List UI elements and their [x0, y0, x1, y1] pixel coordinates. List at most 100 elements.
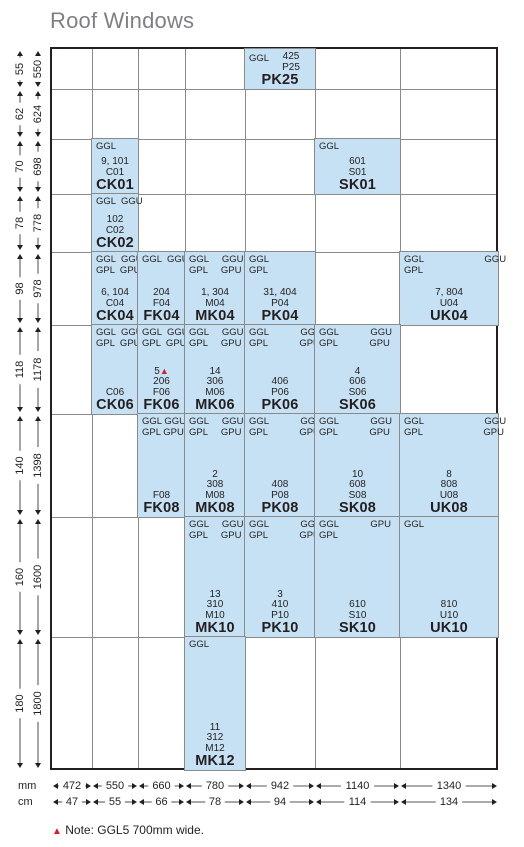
arrow-right-icon [179, 783, 184, 789]
height-mm-label: 624 [32, 105, 44, 123]
size-codes: 2 308 M08 [205, 468, 225, 501]
size-codes: 31, 404 P04 [263, 287, 297, 309]
window-codes: 14 306 M06 MK06 [185, 366, 245, 414]
arrow-up-icon [17, 196, 23, 201]
window-size-cell-pk10: GGL GGU GPL GPU 3 410 P10 PK10 [244, 516, 323, 638]
window-codes: 31, 404 P04 PK04 [245, 287, 315, 324]
window-codes: 102 C02 CK02 [92, 214, 138, 251]
height-cm-label: 78 [14, 217, 26, 229]
window-size-cell-uk08: GGL GGU GPL GPU 8 808 U08 UK08 [399, 413, 506, 518]
arrow-left-icon [401, 783, 406, 789]
size-name: PK10 [261, 620, 299, 636]
window-size-cell-uk04: GGL GGU GPL 7, 804 U04 UK04 [399, 251, 506, 326]
arrow-up-icon [17, 416, 23, 421]
size-codes: 9, 101 C01 [101, 156, 129, 178]
grid-row-line [52, 139, 496, 140]
arrow-down-icon [35, 510, 41, 515]
window-types: GGL GGU GPL GPU [189, 254, 244, 276]
arrow-right-icon [492, 783, 497, 789]
size-name: UK08 [430, 500, 468, 516]
arrow-up-icon [35, 91, 41, 96]
window-types: GGL GGU GPL GPU [189, 327, 244, 349]
size-codes: 8 808 U08 [439, 468, 459, 501]
warning-triangle-icon: ▲ [159, 365, 169, 376]
arrow-down-icon [17, 630, 23, 635]
height-cm-label: 140 [14, 456, 26, 474]
height-mm-label: 1178 [32, 358, 44, 382]
arrow-down-icon [35, 245, 41, 250]
window-size-cell-fk04: GGL GGU 204 F04 FK04 [137, 251, 189, 326]
window-size-cell-mk04: GGL GGU GPL GPU 1, 304 M04 MK04 [184, 251, 246, 326]
window-size-cell-mk08: GGL GGU GPL GPU 2 308 M08 MK08 [184, 413, 246, 518]
window-types: GGL [404, 519, 425, 530]
window-types: GGL GGU GPL GPU [142, 327, 189, 349]
arrow-right-icon [394, 783, 399, 789]
size-name: UK04 [430, 308, 468, 324]
arrow-down-icon [35, 187, 41, 192]
arrow-left-icon [316, 799, 321, 805]
arrow-up-icon [35, 141, 41, 146]
arrow-down-icon [35, 407, 41, 412]
arrow-up-icon [35, 416, 41, 421]
window-codes: 810 U10 UK10 [400, 599, 498, 636]
height-mm-label: 1398 [32, 453, 44, 477]
size-codes: C06 [105, 386, 125, 398]
arrow-down-icon [35, 763, 41, 768]
window-types: GGL [189, 639, 210, 650]
arrow-up-icon [17, 91, 23, 96]
height-cm-label: 70 [14, 160, 26, 172]
arrow-up-icon [17, 639, 23, 644]
width-mm-label: 472 [63, 780, 81, 792]
arrow-left-icon [93, 799, 98, 805]
size-codes: 425 P25 [282, 51, 300, 73]
height-cm-label: 62 [14, 108, 26, 120]
size-name: SK01 [338, 177, 377, 193]
arrow-up-icon [35, 254, 41, 259]
size-codes: 3 410 P10 [271, 588, 289, 621]
window-codes: 408 P08 PK08 [245, 479, 315, 516]
arrow-down-icon [35, 630, 41, 635]
width-cm-label: 47 [66, 796, 78, 808]
arrow-down-icon [17, 318, 23, 323]
window-types: GGL GGU GPL GPU [142, 416, 186, 438]
size-name: UK10 [430, 620, 468, 636]
warning-triangle-icon: ▲ [52, 826, 62, 837]
footnote-text: Note: GGL5 700mm wide. [65, 823, 204, 837]
arrow-right-icon [132, 799, 137, 805]
arrow-right-icon [239, 783, 244, 789]
size-name: CK01 [96, 177, 134, 193]
window-types: GGL GGU [96, 196, 143, 207]
arrow-up-icon [17, 51, 23, 56]
page-title: Roof Windows [50, 8, 195, 33]
window-codes: 4 606 S06 SK06 [315, 366, 400, 414]
size-name: PK25 [261, 72, 299, 88]
size-name: FK04 [143, 308, 180, 324]
window-size-cell-mk12: GGL 11 312 M12 MK12 [184, 636, 246, 771]
window-types: GGL [96, 141, 117, 152]
arrow-right-icon [86, 783, 91, 789]
size-codes: 6, 104 C04 [101, 287, 129, 309]
window-codes: C06 CK06 [92, 386, 138, 414]
window-size-cell-ck06: GGL GGU GPL GPU C06 CK06 [91, 324, 143, 415]
size-name: CK04 [96, 308, 134, 324]
arrow-right-icon [239, 799, 244, 805]
arrow-left-icon [53, 783, 58, 789]
arrow-right-icon [394, 799, 399, 805]
size-name: MK04 [195, 308, 235, 324]
window-codes: 610 S10 SK10 [315, 599, 400, 636]
window-types: GGL GGU GPL GPU [249, 519, 323, 541]
size-name: CK06 [96, 397, 134, 413]
window-codes: F08 FK08 [138, 489, 185, 517]
window-codes: 1, 304 M04 MK04 [185, 287, 245, 324]
window-types: GGL GPL [249, 254, 270, 276]
window-size-cell-ck04: GGL GGU GPL GPU 6, 104 C04 CK04 [91, 251, 143, 326]
window-types: GGL GGU GPL GPU [189, 519, 244, 541]
size-name: PK04 [261, 308, 299, 324]
window-types: GGL GGU GPL GPU [96, 254, 143, 276]
size-name: MK08 [195, 500, 235, 516]
size-codes: F08 [152, 489, 171, 501]
window-size-cell-ck02: GGL GGU 102 C02 CK02 [91, 193, 143, 253]
arrow-left-icon [246, 783, 251, 789]
arrow-left-icon [401, 799, 406, 805]
width-cm-label: 55 [109, 796, 121, 808]
